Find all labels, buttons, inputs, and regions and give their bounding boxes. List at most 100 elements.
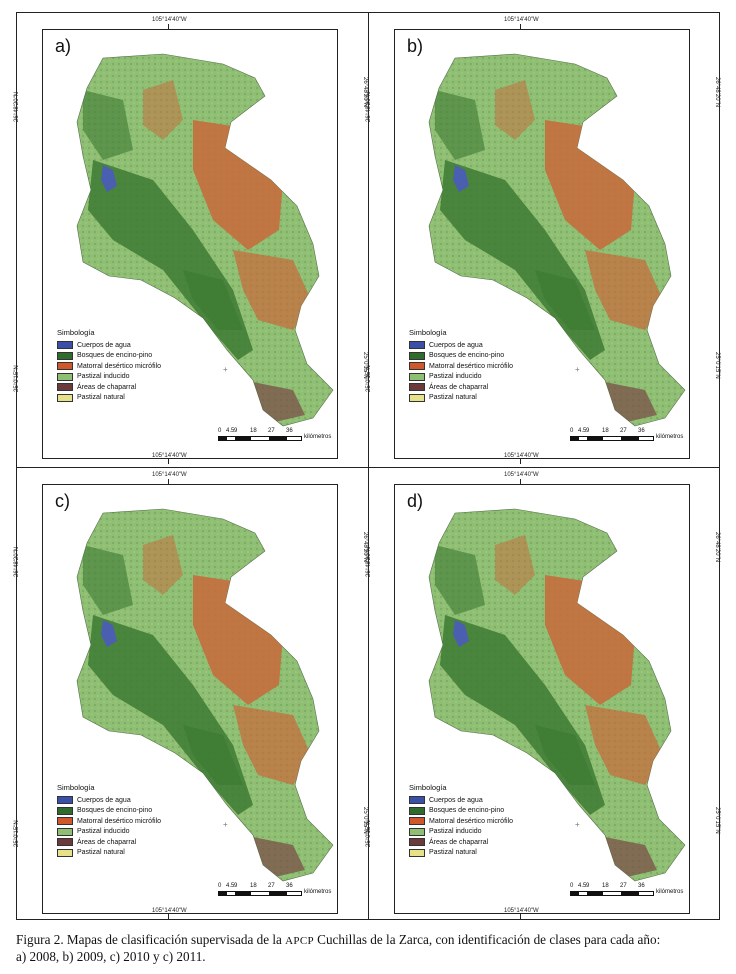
legend-swatch [57,372,73,381]
legend-item: Áreas de chaparral [409,382,513,393]
scale-tick-label: 18 [250,428,257,434]
water-body [101,620,117,647]
scrub-region [233,250,311,330]
map-legend: Simbología Cuerpos de agua Bosques de en… [409,783,513,858]
top-tick [168,479,169,485]
bottom-tick [520,913,521,919]
scale-line [218,891,302,896]
legend-swatch [409,796,425,805]
classification-map [76,53,334,427]
legend-label: Bosques de encino-pino [77,352,153,360]
legend-swatch [409,341,425,350]
legend-item: Matorral desértico micrófilo [409,816,513,827]
legend-swatch [409,838,425,847]
legend-label: Pastizal inducido [429,373,482,381]
scale-tick-label: 18 [602,883,609,889]
scale-line [570,436,654,441]
scale-tick-label: 0 [218,883,222,889]
top-tick [520,24,521,30]
scrub-region [233,705,311,785]
legend-label: Pastizal inducido [77,828,130,836]
study-area-outline [76,508,334,882]
legend-swatch [57,838,73,847]
legend-swatch [409,372,425,381]
forest-region [183,725,243,785]
caption-rest: Cuchillas de la Zarca, con identificació… [313,932,661,947]
caption-years: a) 2008, b) 2009, c) 2010 y c) 2011. [16,949,206,964]
right-coordinate-upper: 26°48'20"N [714,532,720,563]
legend-item: Bosques de encino-pino [57,806,161,817]
legend-label: Áreas de chaparral [77,838,137,846]
scale-bar: 0 4.5 9 18 27 36 kilómetros [218,428,338,441]
bottom-tick [168,458,169,464]
map-panel: 105°14'40"W d) [366,467,720,921]
left-coordinate-lower: 25°0'15"N [14,820,20,847]
legend-label: Áreas de chaparral [429,383,489,391]
scale-tick-label: 18 [602,428,609,434]
legend-swatch [57,362,73,371]
scale-tick-label: 36 [286,883,293,889]
scale-tick-label: 9 [586,428,590,434]
left-coordinate-lower: 25°0'15"N [366,365,372,392]
chaparral-region [595,380,657,422]
legend-item: Pastizal inducido [409,827,513,838]
map-legend: Simbología Cuerpos de agua Bosques de en… [409,328,513,403]
scale-tick-label: 36 [638,428,645,434]
legend-item: Cuerpos de agua [57,340,161,351]
scale-tick-label: 36 [286,428,293,434]
bottom-coordinate-label: 105°14'40"W [504,908,539,914]
legend-label: Áreas de chaparral [429,838,489,846]
water-body [101,165,117,192]
legend-item: Matorral desértico micrófilo [57,816,161,827]
scrub-region [143,80,183,140]
scale-unit: kilómetros [656,889,684,895]
scrub-region [495,80,535,140]
map-panel: 105°14'40"W a) [14,12,368,466]
legend-swatch [409,817,425,826]
scale-unit: kilómetros [656,434,684,440]
scale-tick-label: 0 [570,428,574,434]
map-legend: Simbología Cuerpos de agua Bosques de en… [57,328,161,403]
legend-item: Cuerpos de agua [409,795,513,806]
scale-tick-label: 18 [250,883,257,889]
panel-label: b) [407,36,424,56]
legend-label: Pastizal inducido [429,828,482,836]
legend-item: Áreas de chaparral [57,382,161,393]
scale-tick-label: 36 [638,883,645,889]
legend-item: Áreas de chaparral [409,837,513,848]
forest-region [535,270,595,330]
legend-item: Áreas de chaparral [57,837,161,848]
legend-label: Pastizal natural [77,849,125,857]
scale-bar: 0 4.5 9 18 27 36 kilómetros [570,428,690,441]
legend-swatch [409,806,425,815]
crosshair-marker: + [575,820,580,829]
forest-region [83,90,133,160]
legend-swatch [409,393,425,402]
map-frame: c) [42,484,338,914]
legend-title: Simbología [57,783,95,792]
scale-unit: kilómetros [304,889,332,895]
water-body [453,165,469,192]
legend-swatch [409,362,425,371]
scale-tick-label: 27 [268,883,275,889]
panel-label: c) [55,491,70,511]
forest-region [83,545,133,615]
scale-tick-label: 27 [620,428,627,434]
top-coordinate-label: 105°14'40"W [504,17,539,23]
figure-caption: Figura 2. Mapas de clasificación supervi… [16,932,726,965]
legend-item: Cuerpos de agua [57,795,161,806]
legend-label: Cuerpos de agua [429,341,483,349]
scale-tick-label: 0 [570,883,574,889]
top-tick [168,24,169,30]
legend-item: Pastizal inducido [57,827,161,838]
legend-item: Pastizal inducido [409,372,513,383]
left-coordinate-lower: 25°0'15"N [366,820,372,847]
legend-label: Pastizal natural [429,849,477,857]
forest-region [435,545,485,615]
right-coordinate-upper: 26°48'20"N [714,77,720,108]
legend-swatch [57,341,73,350]
left-coordinate-upper: 26°48'20"N [14,91,20,122]
study-area-outline [428,508,686,882]
legend-label: Matorral desértico micrófilo [77,817,162,825]
legend-swatch [409,827,425,836]
